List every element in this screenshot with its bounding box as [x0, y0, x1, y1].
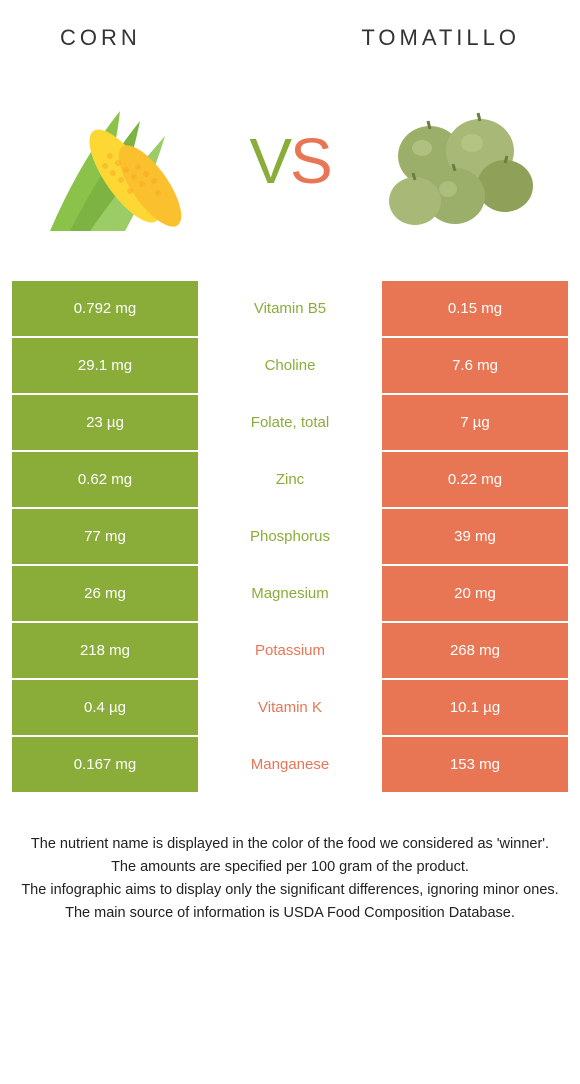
table-row: 0.62 mgZinc0.22 mg: [12, 452, 568, 507]
left-value: 218 mg: [12, 623, 198, 678]
table-row: 218 mgPotassium268 mg: [12, 623, 568, 678]
nutrient-name: Zinc: [198, 452, 382, 507]
tomatillo-image: [370, 81, 550, 241]
nutrient-name: Choline: [198, 338, 382, 393]
table-row: 29.1 mgCholine7.6 mg: [12, 338, 568, 393]
nutrient-name: Phosphorus: [198, 509, 382, 564]
right-value: 20 mg: [382, 566, 568, 621]
footer-line-3: The infographic aims to display only the…: [18, 880, 562, 901]
left-value: 26 mg: [12, 566, 198, 621]
left-value: 0.62 mg: [12, 452, 198, 507]
footer-line-4: The main source of information is USDA F…: [18, 903, 562, 924]
right-value: 39 mg: [382, 509, 568, 564]
left-value: 0.792 mg: [12, 281, 198, 336]
table-row: 77 mgPhosphorus39 mg: [12, 509, 568, 564]
nutrient-name: Magnesium: [198, 566, 382, 621]
header: Corn Tomatillo: [0, 0, 580, 61]
vs-v: V: [249, 125, 290, 197]
right-value: 268 mg: [382, 623, 568, 678]
nutrient-name: Folate, total: [198, 395, 382, 450]
table-row: 26 mgMagnesium20 mg: [12, 566, 568, 621]
vs-label: VS: [249, 124, 330, 198]
nutrient-name: Vitamin B5: [198, 281, 382, 336]
left-value: 0.167 mg: [12, 737, 198, 792]
table-row: 23 µgFolate, total7 µg: [12, 395, 568, 450]
corn-image: [30, 81, 210, 241]
table-row: 0.167 mgManganese153 mg: [12, 737, 568, 792]
right-value: 7 µg: [382, 395, 568, 450]
right-value: 153 mg: [382, 737, 568, 792]
right-value: 0.22 mg: [382, 452, 568, 507]
left-value: 23 µg: [12, 395, 198, 450]
right-value: 10.1 µg: [382, 680, 568, 735]
nutrient-name: Potassium: [198, 623, 382, 678]
nutrient-name: Vitamin K: [198, 680, 382, 735]
hero-row: VS: [0, 61, 580, 281]
footer-notes: The nutrient name is displayed in the co…: [0, 794, 580, 924]
footer-line-2: The amounts are specified per 100 gram o…: [18, 857, 562, 878]
food-left-title: Corn: [60, 25, 141, 51]
table-row: 0.792 mgVitamin B50.15 mg: [12, 281, 568, 336]
food-right-title: Tomatillo: [361, 25, 520, 51]
table-row: 0.4 µgVitamin K10.1 µg: [12, 680, 568, 735]
comparison-table: 0.792 mgVitamin B50.15 mg29.1 mgCholine7…: [0, 281, 580, 792]
left-value: 0.4 µg: [12, 680, 198, 735]
right-value: 7.6 mg: [382, 338, 568, 393]
footer-line-1: The nutrient name is displayed in the co…: [18, 834, 562, 855]
left-value: 29.1 mg: [12, 338, 198, 393]
vs-s: S: [290, 125, 331, 197]
left-value: 77 mg: [12, 509, 198, 564]
nutrient-name: Manganese: [198, 737, 382, 792]
right-value: 0.15 mg: [382, 281, 568, 336]
